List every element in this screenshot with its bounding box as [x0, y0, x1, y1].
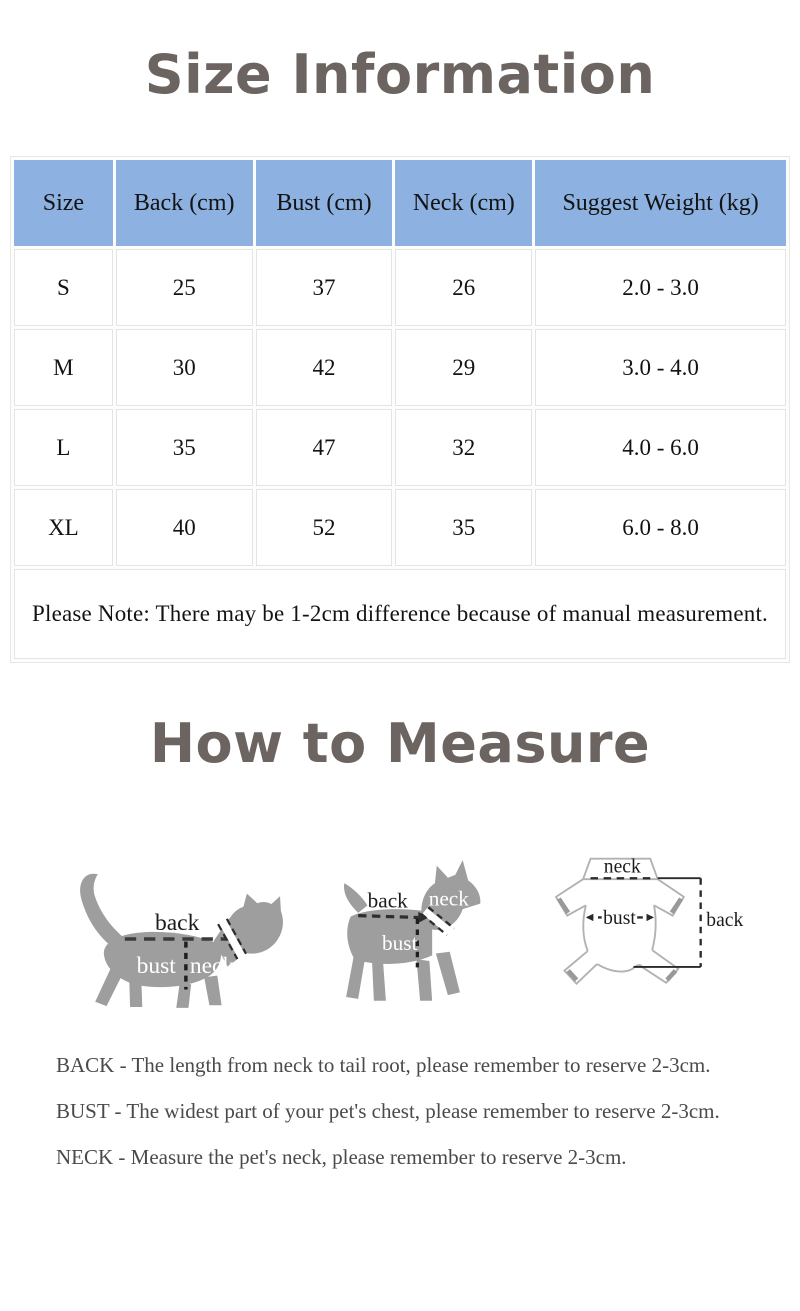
cat-bust-label: bust: [137, 953, 177, 979]
cell-neck: 32: [395, 409, 533, 487]
cell-weight: 4.0 - 6.0: [535, 409, 786, 487]
header-size: Size: [14, 160, 113, 247]
dog-silhouette: [343, 860, 480, 1001]
cell-back: 35: [115, 409, 253, 487]
cat-back-label: back: [155, 910, 200, 936]
cat-silhouette: [80, 873, 283, 1009]
table-row-s: S 25 37 26 2.0 - 3.0: [14, 249, 786, 327]
measure-diagrams: back bust neck back bust neck: [0, 817, 800, 1022]
cell-bust: 52: [255, 489, 393, 567]
header-back: Back (cm): [115, 160, 253, 247]
garment-bust-label: bust: [603, 908, 636, 929]
header-weight: Suggest Weight (kg): [535, 160, 786, 247]
bust-instruction: BUST - The widest part of your pet's che…: [56, 1099, 720, 1124]
cell-neck: 26: [395, 249, 533, 327]
cell-neck: 35: [395, 489, 533, 567]
table-row-l: L 35 47 32 4.0 - 6.0: [14, 409, 786, 487]
cell-size: M: [14, 329, 113, 407]
back-instruction: BACK - The length from neck to tail root…: [56, 1053, 711, 1078]
header-neck: Neck (cm): [395, 160, 533, 247]
size-table-container: Size Back (cm) Bust (cm) Neck (cm) Sugge…: [10, 156, 790, 664]
dog-back-label: back: [367, 888, 408, 912]
dog-measure-diagram: back bust neck: [343, 860, 480, 1001]
cell-size: S: [14, 249, 113, 327]
cell-back: 30: [115, 329, 253, 407]
cat-neck-label: neck: [190, 953, 235, 979]
cell-back: 25: [115, 249, 253, 327]
cell-weight: 3.0 - 4.0: [535, 329, 786, 407]
garment-neck-label: neck: [604, 857, 641, 878]
dog-bust-label: bust: [382, 931, 418, 955]
garment-measure-lines: [585, 877, 702, 969]
neck-instruction: NECK - Measure the pet's neck, please re…: [56, 1145, 627, 1170]
cell-bust: 42: [255, 329, 393, 407]
cell-weight: 6.0 - 8.0: [535, 489, 786, 567]
measurement-note: Please Note: There may be 1-2cm differen…: [14, 569, 786, 660]
dog-measure-lines: [357, 906, 455, 968]
size-information-title: Size Information: [144, 43, 656, 106]
cat-measure-lines: [124, 918, 247, 990]
cell-bust: 47: [255, 409, 393, 487]
dog-neck-label: neck: [428, 887, 469, 911]
cell-back: 40: [115, 489, 253, 567]
size-table-header-row: Size Back (cm) Bust (cm) Neck (cm) Sugge…: [14, 160, 786, 247]
how-to-measure-title: How to Measure: [149, 712, 651, 776]
table-note-row: Please Note: There may be 1-2cm differen…: [14, 569, 786, 660]
table-row-m: M 30 42 29 3.0 - 4.0: [14, 329, 786, 407]
cat-measure-diagram: back bust neck: [80, 873, 283, 1009]
cell-size: XL: [14, 489, 113, 567]
garment-measure-diagram: neck bust back: [554, 857, 743, 986]
size-table: Size Back (cm) Bust (cm) Neck (cm) Sugge…: [11, 157, 789, 662]
garment-back-label: back: [706, 910, 743, 931]
cell-neck: 29: [395, 329, 533, 407]
cell-bust: 37: [255, 249, 393, 327]
cell-weight: 2.0 - 3.0: [535, 249, 786, 327]
cell-size: L: [14, 409, 113, 487]
measure-instructions: BACK - The length from neck to tail root…: [56, 1052, 760, 1170]
garment-cuff-bands: [556, 897, 684, 982]
table-row-xl: XL 40 52 35 6.0 - 8.0: [14, 489, 786, 567]
header-bust: Bust (cm): [255, 160, 393, 247]
